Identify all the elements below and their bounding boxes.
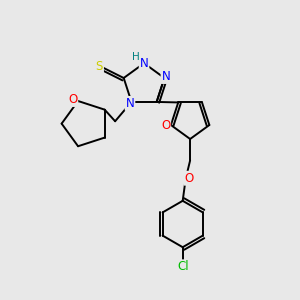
Text: N: N [126, 97, 134, 110]
Text: S: S [96, 60, 103, 73]
Text: H: H [132, 52, 140, 62]
Text: N: N [161, 70, 170, 83]
Text: Cl: Cl [177, 260, 188, 273]
Text: O: O [161, 118, 170, 131]
Text: N: N [140, 57, 148, 70]
Text: O: O [68, 93, 77, 106]
Text: O: O [184, 172, 194, 185]
